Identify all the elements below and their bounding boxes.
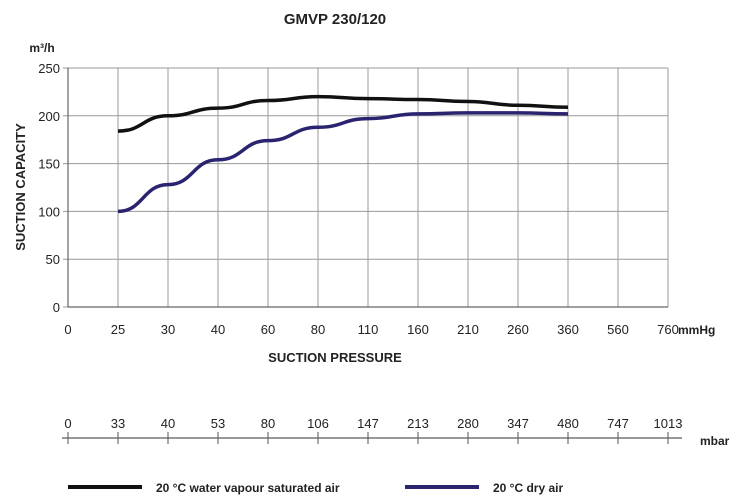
x-tick-label: 60	[261, 322, 275, 337]
secondary-tick-label: 33	[111, 416, 125, 431]
x-tick-label: 210	[457, 322, 479, 337]
x-tick-label: 25	[111, 322, 125, 337]
y-tick-label: 250	[38, 61, 60, 76]
y-unit: m³/h	[29, 41, 54, 55]
secondary-tick-label: 213	[407, 416, 429, 431]
y-tick-label: 200	[38, 109, 60, 124]
x-tick-label: 760	[657, 322, 679, 337]
x-tick-label: 160	[407, 322, 429, 337]
secondary-tick-label: 0	[64, 416, 71, 431]
y-tick-label: 150	[38, 157, 60, 172]
series-line	[117, 94, 569, 133]
series-line	[117, 111, 569, 214]
secondary-tick-label: 1013	[654, 416, 683, 431]
x-unit: mmHg	[678, 323, 715, 337]
secondary-tick-label: 106	[307, 416, 329, 431]
x-tick-label: 80	[311, 322, 325, 337]
secondary-tick-label: 40	[161, 416, 175, 431]
x-tick-label: 30	[161, 322, 175, 337]
secondary-unit: mbar	[700, 434, 730, 448]
secondary-tick-label: 347	[507, 416, 529, 431]
x-tick-label: 360	[557, 322, 579, 337]
legend-label: 20 °C dry air	[493, 481, 563, 495]
secondary-tick-label: 80	[261, 416, 275, 431]
x-tick-label: 40	[211, 322, 225, 337]
x-axis-label: SUCTION PRESSURE	[268, 350, 402, 365]
y-axis-label: SUCTION CAPACITY	[13, 123, 28, 251]
secondary-tick-label: 147	[357, 416, 379, 431]
y-tick-label: 0	[53, 300, 60, 315]
secondary-tick-label: 747	[607, 416, 629, 431]
secondary-tick-label: 480	[557, 416, 579, 431]
y-tick-label: 100	[38, 204, 60, 219]
legend-label: 20 °C water vapour saturated air	[156, 481, 340, 495]
x-tick-label: 0	[64, 322, 71, 337]
y-tick-label: 50	[46, 252, 60, 267]
secondary-tick-label: 53	[211, 416, 225, 431]
secondary-tick-label: 280	[457, 416, 479, 431]
chart-title: GMVP 230/120	[284, 11, 386, 28]
x-tick-label: 110	[358, 322, 379, 337]
x-tick-label: 560	[607, 322, 629, 337]
x-tick-label: 260	[507, 322, 529, 337]
